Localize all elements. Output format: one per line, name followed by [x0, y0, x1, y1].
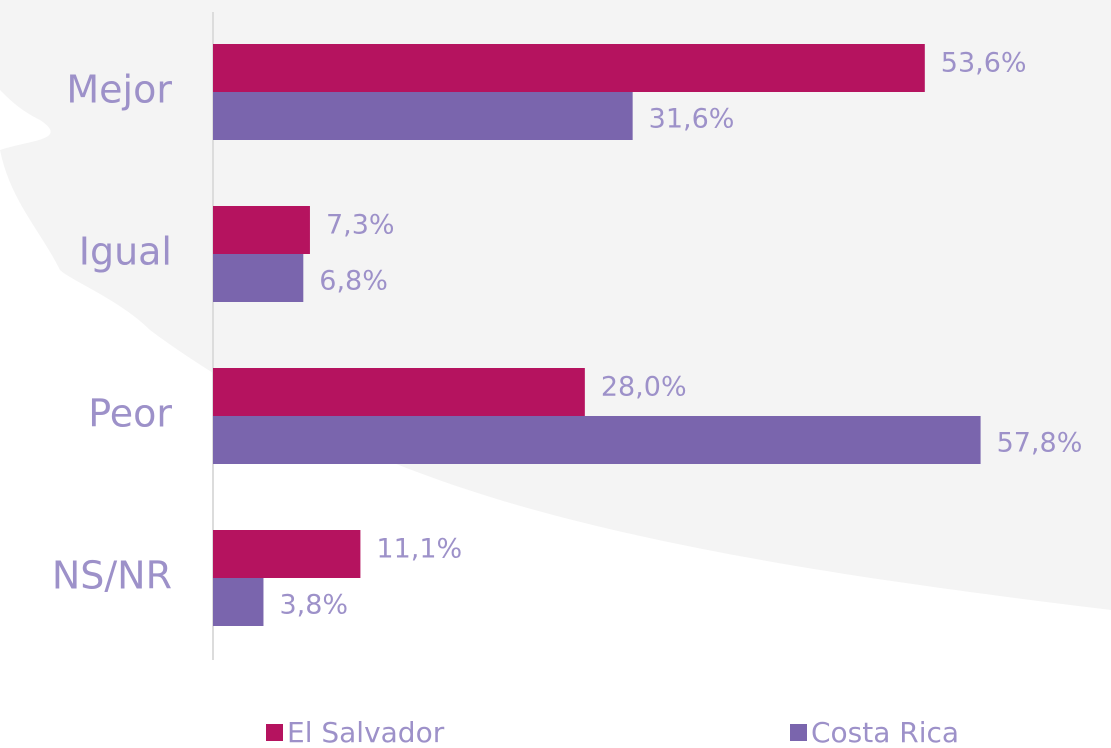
category-label: Mejor: [66, 68, 172, 112]
bar: [213, 92, 633, 140]
bar: [213, 44, 925, 92]
legend-label: Costa Rica: [811, 716, 959, 748]
value-label: 7,3%: [326, 210, 395, 241]
value-label: 6,8%: [319, 266, 388, 297]
legend-swatch: [266, 724, 283, 741]
bar: [213, 254, 304, 302]
value-label: 3,8%: [279, 590, 348, 621]
category-label: Igual: [79, 230, 172, 274]
bar: [213, 530, 361, 578]
category-label: Peor: [88, 392, 172, 436]
legend-label: El Salvador: [287, 716, 445, 748]
legend-swatch: [790, 724, 807, 741]
bar: [213, 578, 264, 626]
bar: [213, 416, 981, 464]
bar: [213, 206, 310, 254]
bar: [213, 368, 585, 416]
value-label: 28,0%: [601, 372, 687, 403]
value-label: 53,6%: [941, 48, 1027, 79]
category-label: NS/NR: [52, 554, 172, 598]
value-label: 11,1%: [376, 534, 462, 565]
value-label: 31,6%: [649, 104, 735, 135]
value-label: 57,8%: [997, 428, 1083, 459]
